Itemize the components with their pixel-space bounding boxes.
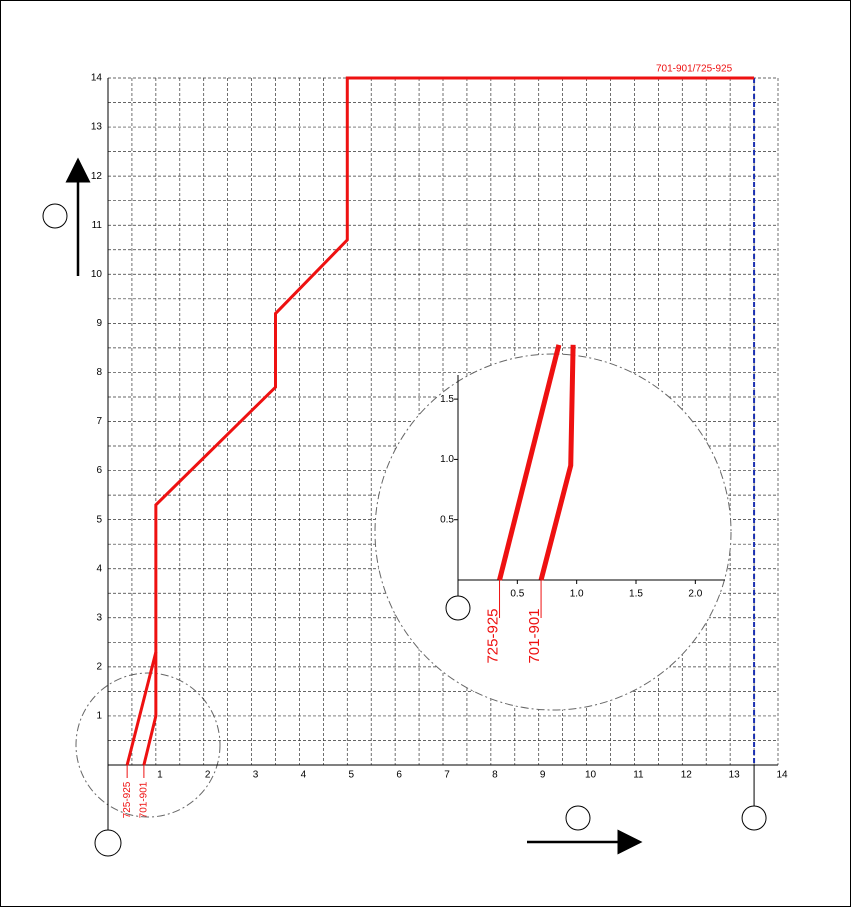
x-tick-label: 0.5	[510, 589, 524, 600]
y-tick-label: 3	[96, 612, 102, 623]
route-line	[142, 652, 158, 766]
x-tick-label: 3	[253, 770, 259, 781]
x-tick-label: 1.0	[570, 589, 584, 600]
x-tick-label: 2.0	[688, 589, 702, 600]
y-tick-label: 14	[91, 73, 103, 84]
y-tick-label: 6	[96, 465, 102, 476]
x-tick-label: 1.5	[629, 589, 643, 600]
x-tick-label: 14	[776, 770, 788, 781]
x-tick-label: 12	[681, 770, 693, 781]
x-tick-label: 6	[396, 770, 402, 781]
x-tick-label: 2	[205, 770, 211, 781]
top-label: 701-901/725-925	[656, 64, 733, 75]
x-tick-label: 1	[157, 770, 163, 781]
path-label: 725-925	[122, 781, 133, 818]
path-label: 701-901	[139, 781, 150, 818]
y-tick-label: 11	[92, 220, 103, 231]
x-tick-label: 4	[301, 770, 307, 781]
y-tick-label: 2	[96, 661, 102, 672]
y-tick-label: 8	[96, 367, 102, 378]
x-tick-label: 7	[444, 770, 450, 781]
route-line	[125, 76, 755, 766]
route-line	[497, 344, 562, 581]
x-tick-label: 11	[633, 770, 644, 781]
route-line	[538, 344, 576, 581]
y-tick-label: 1.0	[440, 454, 454, 465]
y-tick-label: 5	[96, 514, 102, 525]
y-tick-label: 0.5	[440, 514, 454, 525]
x-tick-label: 5	[349, 770, 355, 781]
circle-marker	[42, 203, 68, 229]
circle-marker	[565, 805, 591, 831]
path-label: 701-901	[526, 608, 543, 663]
x-tick-label: 9	[540, 770, 546, 781]
circle-marker	[94, 829, 122, 857]
y-tick-label: 1.5	[440, 394, 454, 405]
x-tick-label: 10	[585, 770, 597, 781]
y-tick-label: 9	[96, 318, 102, 329]
y-tick-label: 4	[96, 563, 102, 574]
detail-circle	[75, 672, 221, 818]
path-label: 725-925	[485, 608, 502, 663]
x-tick-label: 8	[492, 770, 498, 781]
x-tick-label: 13	[729, 770, 741, 781]
y-tick-label: 7	[96, 416, 102, 427]
y-tick-label: 1	[96, 711, 102, 722]
circle-marker	[445, 595, 471, 621]
y-tick-label: 12	[91, 171, 103, 182]
y-tick-label: 13	[91, 122, 103, 133]
circle-marker	[741, 805, 767, 831]
y-tick-label: 10	[91, 269, 103, 280]
